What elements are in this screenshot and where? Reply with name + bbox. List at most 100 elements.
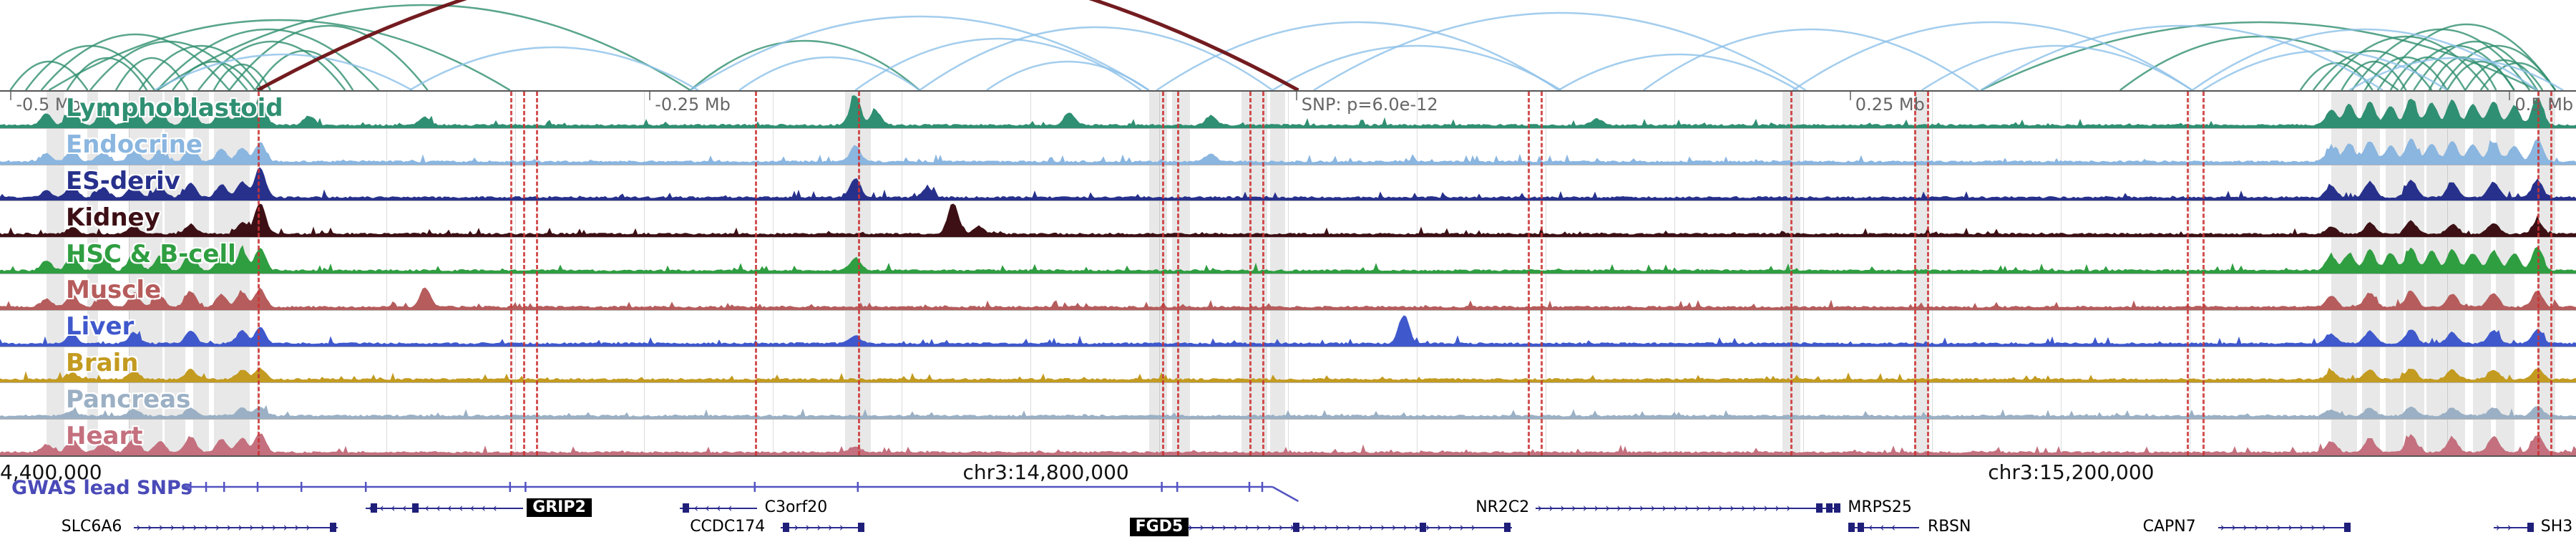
lead-snp-line	[857, 92, 860, 455]
signal-area	[0, 137, 2576, 165]
signal-track-muscle[interactable]	[0, 274, 2576, 310]
track-label-pancreas[interactable]: Pancreas	[66, 384, 191, 414]
gene-label-capn7[interactable]: CAPN7	[2140, 518, 2198, 536]
signal-track-lymphoblastoid[interactable]	[0, 92, 2576, 128]
lead-snp-line	[1262, 92, 1264, 455]
signal-area	[0, 287, 2576, 310]
strand-arrow-icons: ‹‹‹‹‹	[682, 501, 739, 516]
gene-label-mrps25[interactable]: MRPS25	[1845, 498, 1914, 517]
track-label-brain[interactable]: Brain	[66, 349, 139, 377]
interaction-arc	[2202, 49, 2448, 90]
gene-body-line	[1855, 527, 1919, 528]
strand-arrow-icons: ›››››››››››››››››››››››	[1537, 501, 1797, 516]
track-label-endocrine[interactable]: Endocrine	[66, 130, 203, 160]
interaction-arc	[9, 60, 89, 90]
scale-label: -0.5 Mb	[16, 95, 81, 115]
track-label-hsc-b-cell[interactable]: HSC & B-cell	[66, 239, 236, 268]
strand-arrow-icons: ‹‹‹‹‹‹‹‹‹‹‹‹	[368, 501, 504, 516]
interaction-arc	[1313, 11, 1807, 90]
interaction-arc	[24, 44, 156, 90]
exon-block	[412, 503, 419, 513]
track-separator	[0, 200, 2576, 202]
track-label-lymphoblastoid[interactable]: Lymphoblastoid	[66, 94, 283, 123]
gene-label-rbsn[interactable]: RBSN	[1926, 518, 1974, 536]
chromatin-interaction-arcs	[9, 0, 2564, 90]
interaction-arc	[172, 60, 256, 90]
interaction-arc	[1980, 24, 2384, 90]
lead-snp-line	[258, 92, 260, 455]
lead-snp-line	[535, 92, 538, 455]
gene-body-line	[366, 508, 523, 509]
exon-block	[683, 503, 689, 513]
exon-block	[1857, 523, 1864, 532]
exon-block	[783, 523, 790, 532]
interaction-arc	[2376, 23, 2557, 90]
track-separator	[0, 309, 2576, 311]
track-label-muscle[interactable]: Muscle	[66, 276, 162, 305]
gene-label-sh3[interactable]: SH3	[2538, 518, 2575, 536]
track-separator	[0, 127, 2576, 129]
lead-snp-line	[2550, 92, 2552, 455]
exon-block	[1848, 523, 1855, 532]
exon-block	[2527, 523, 2534, 532]
track-label-es-deriv[interactable]: ES-deriv	[66, 167, 180, 195]
gene-label-c3orf20[interactable]: C3orf20	[762, 498, 830, 517]
interaction-arc	[1272, 44, 1562, 90]
track-label-liver[interactable]: Liver	[66, 312, 135, 342]
signal-area	[0, 433, 2576, 455]
signal-track-es-deriv[interactable]	[0, 165, 2576, 201]
gene-label-fgd5[interactable]: FGD5	[1129, 518, 1189, 536]
interaction-arc	[1558, 53, 1799, 90]
signal-track-endocrine[interactable]	[0, 129, 2576, 165]
interaction-arc	[228, 24, 429, 90]
interaction-arc	[689, 39, 921, 90]
interaction-arc	[2413, 40, 2539, 90]
interaction-arc	[154, 53, 413, 90]
track-label-heart[interactable]: Heart	[66, 421, 143, 450]
gene-label-slc6a6[interactable]: SLC6A6	[59, 518, 125, 536]
lead-snp-line	[1790, 92, 1792, 455]
exon-block	[2344, 523, 2351, 532]
coordinate-label: chr3:14,800,000	[962, 460, 1129, 484]
signal-area	[0, 203, 2576, 238]
signal-area	[0, 95, 2576, 128]
gene-body-line	[2218, 527, 2350, 528]
interaction-arc	[254, 49, 354, 90]
lead-snp-line	[2202, 92, 2205, 455]
signal-track-kidney[interactable]	[0, 201, 2576, 238]
interaction-arc	[138, 44, 264, 90]
gene-label-ccdc174[interactable]: CCDC174	[688, 518, 768, 536]
gene-body-line	[2493, 527, 2532, 528]
gene-label-grip2[interactable]: GRIP2	[527, 498, 592, 517]
lead-snp-line	[1540, 92, 1543, 455]
signal-area	[0, 245, 2576, 274]
signal-track-heart[interactable]	[0, 420, 2576, 455]
signal-track-pancreas[interactable]	[0, 383, 2576, 420]
lead-snp-line	[1913, 92, 1916, 455]
signal-track-hsc-b-cell[interactable]	[0, 238, 2576, 274]
lead-snp-line	[754, 92, 757, 455]
scale-tick	[2509, 92, 2511, 100]
interaction-arc	[40, 33, 230, 90]
scale-label: 0.5 Mb	[2514, 95, 2574, 115]
lead-snp-line	[2187, 92, 2190, 455]
interaction-arc	[738, 56, 920, 90]
interaction-arc	[690, 15, 1150, 90]
coordinate-label: 4,400,000	[0, 460, 102, 484]
interaction-arc	[1980, 21, 2538, 90]
strand-arrow-icons: ››››››››››	[2220, 521, 2333, 535]
signal-track-brain[interactable]	[0, 347, 2576, 383]
lead-snp-line	[509, 92, 512, 455]
interaction-arc	[2479, 62, 2557, 90]
track-separator	[0, 419, 2576, 420]
gene-body-line	[134, 527, 338, 528]
interaction-arc	[919, 26, 1274, 90]
gene-label-nr2c2[interactable]: NR2C2	[1473, 498, 1532, 517]
signal-track-liver[interactable]	[0, 311, 2576, 347]
snp-pvalue-label: SNP: p=6.0e-12	[1301, 95, 1438, 115]
interaction-arc	[409, 46, 699, 90]
gene-body-line	[780, 527, 863, 528]
track-separator	[0, 382, 2576, 384]
interaction-arc	[156, 4, 691, 90]
track-label-kidney[interactable]: Kidney	[66, 203, 160, 232]
